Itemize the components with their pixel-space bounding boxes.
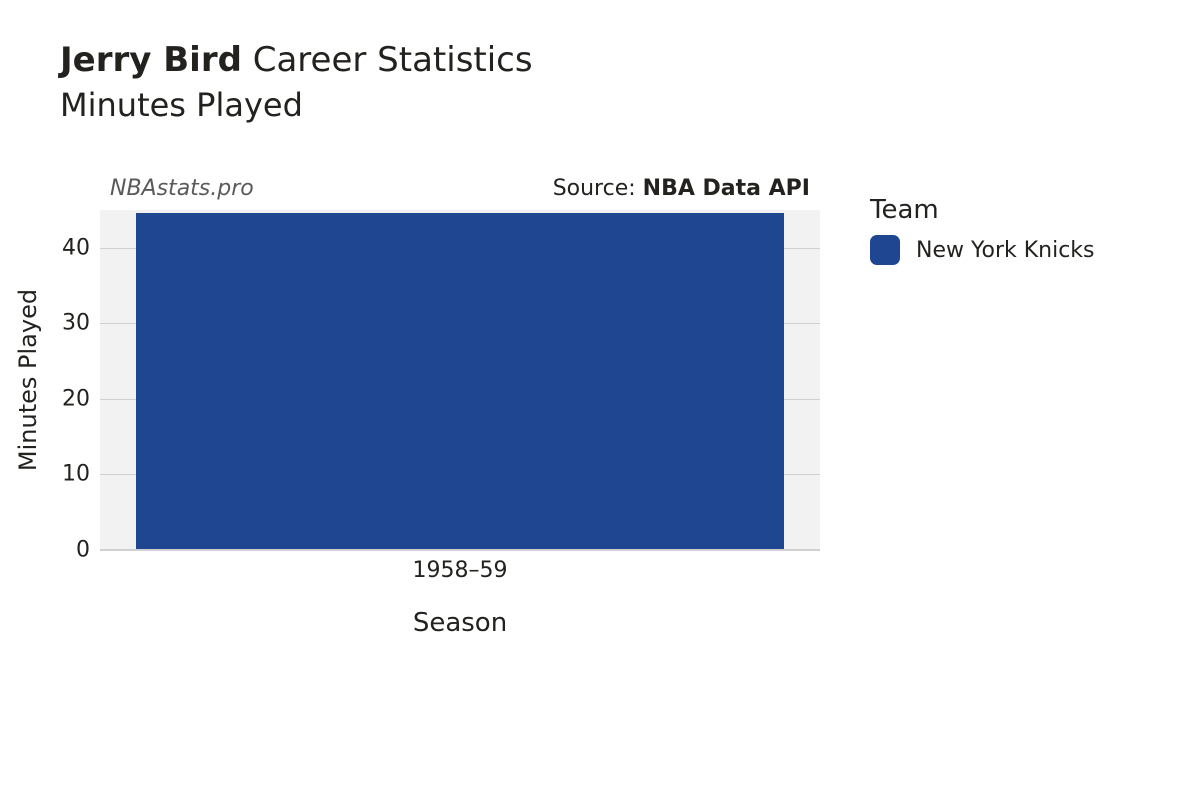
y-tick: 10 (30, 462, 90, 487)
gridline (100, 550, 820, 551)
legend-title: Team (870, 195, 1095, 225)
chart-title: Jerry Bird Career Statistics Minutes Pla… (60, 40, 533, 124)
y-tick: 30 (30, 311, 90, 336)
bar (136, 213, 784, 549)
plot-area (100, 210, 820, 550)
legend-swatch (870, 235, 900, 265)
legend-item: New York Knicks (870, 235, 1095, 265)
title-player: Jerry Bird (60, 40, 242, 80)
source-prefix: Source: (553, 176, 643, 201)
source-name: NBA Data API (643, 176, 810, 201)
title-subtitle: Minutes Played (60, 86, 533, 124)
title-suffix: Career Statistics (253, 40, 533, 80)
attribution-source: Source: NBA Data API (553, 176, 810, 201)
x-axis-label: Season (413, 608, 507, 638)
x-tick: 1958–59 (413, 558, 508, 583)
y-tick: 40 (30, 235, 90, 260)
y-tick: 20 (30, 386, 90, 411)
attribution-site: NBAstats.pro (110, 176, 254, 201)
y-tick: 0 (30, 538, 90, 563)
legend-item-label: New York Knicks (916, 238, 1095, 263)
legend: Team New York Knicks (870, 195, 1095, 265)
